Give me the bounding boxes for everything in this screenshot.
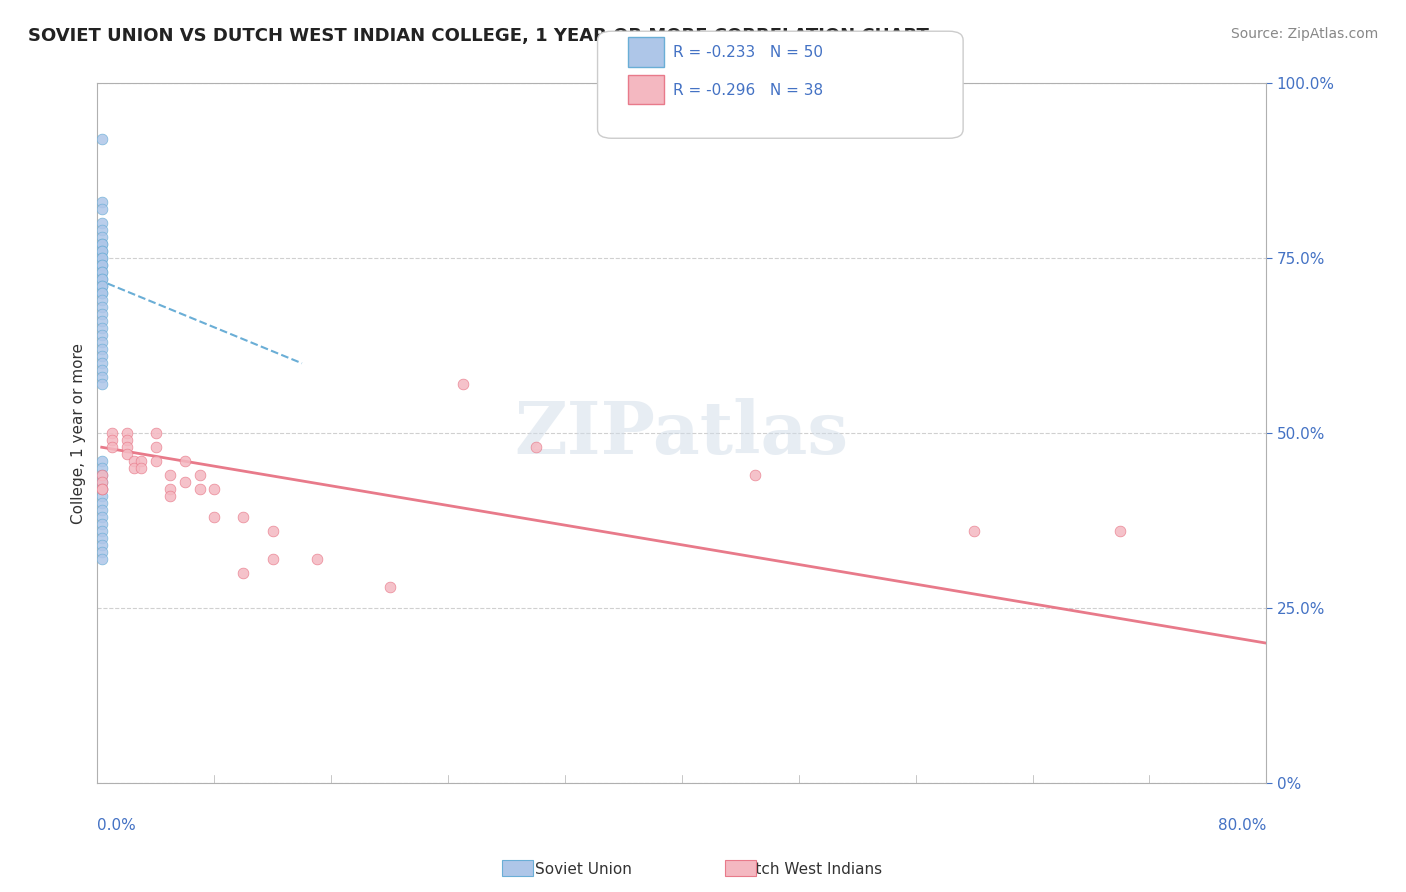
Point: [90, 482, 112, 496]
Point: [145, 440, 167, 454]
Point: [1109, 524, 1132, 539]
Point: [90, 524, 112, 539]
Point: [188, 468, 211, 483]
Text: Soviet Union: Soviet Union: [536, 863, 631, 877]
Point: [90, 230, 112, 244]
Point: [90, 321, 112, 335]
Point: [90, 496, 112, 510]
Point: [90, 328, 112, 343]
Point: [90, 237, 112, 252]
Point: [90, 272, 112, 286]
Point: [90, 552, 112, 566]
Point: [524, 440, 547, 454]
Point: [101, 426, 124, 441]
Point: [90, 265, 112, 279]
Point: [262, 524, 284, 539]
Point: [90, 343, 112, 357]
Point: [262, 552, 284, 566]
Point: [159, 489, 181, 503]
Point: [90, 475, 112, 490]
Point: [115, 426, 138, 441]
Point: [90, 301, 112, 315]
Point: [744, 468, 766, 483]
Point: [101, 440, 124, 454]
Point: [90, 244, 112, 259]
Point: [90, 468, 112, 483]
Text: ZIPatlas: ZIPatlas: [515, 398, 849, 469]
Text: R = -0.233   N = 50: R = -0.233 N = 50: [673, 45, 824, 60]
Point: [90, 482, 112, 496]
Point: [90, 279, 112, 293]
Point: [90, 370, 112, 384]
Point: [145, 426, 167, 441]
Point: [202, 510, 225, 524]
Point: [90, 335, 112, 350]
Point: [451, 377, 474, 392]
Point: [90, 244, 112, 259]
Point: [129, 461, 152, 475]
Point: [90, 265, 112, 279]
Point: [232, 510, 254, 524]
Point: [90, 307, 112, 321]
Text: 80.0%: 80.0%: [1218, 818, 1267, 833]
Point: [90, 286, 112, 301]
Point: [90, 517, 112, 532]
Point: [378, 580, 401, 594]
Text: SOVIET UNION VS DUTCH WEST INDIAN COLLEGE, 1 YEAR OR MORE CORRELATION CHART: SOVIET UNION VS DUTCH WEST INDIAN COLLEG…: [28, 27, 929, 45]
Point: [305, 552, 328, 566]
Text: Dutch West Indians: Dutch West Indians: [734, 863, 883, 877]
Point: [90, 252, 112, 266]
Point: [145, 454, 167, 468]
Point: [122, 454, 145, 468]
Point: [90, 503, 112, 517]
Point: [90, 223, 112, 237]
Point: [115, 434, 138, 448]
Point: [90, 461, 112, 475]
Point: [90, 237, 112, 252]
Point: [129, 454, 152, 468]
Point: [90, 314, 112, 328]
Point: [232, 566, 254, 581]
Point: [90, 468, 112, 483]
Point: [90, 356, 112, 370]
Point: [115, 447, 138, 461]
Text: R = -0.296   N = 38: R = -0.296 N = 38: [673, 83, 824, 97]
Point: [90, 377, 112, 392]
Point: [188, 482, 211, 496]
Point: [90, 132, 112, 146]
Point: [90, 349, 112, 363]
Point: [90, 363, 112, 377]
Point: [90, 286, 112, 301]
Point: [90, 258, 112, 272]
Point: [90, 216, 112, 230]
Point: [90, 202, 112, 217]
Point: [90, 510, 112, 524]
Y-axis label: College, 1 year or more: College, 1 year or more: [72, 343, 86, 524]
Point: [90, 293, 112, 308]
Point: [90, 279, 112, 293]
Point: [174, 454, 197, 468]
Point: [159, 482, 181, 496]
Point: [101, 434, 124, 448]
Point: [90, 454, 112, 468]
Point: [90, 538, 112, 552]
Point: [174, 475, 197, 490]
Point: [90, 252, 112, 266]
Point: [122, 461, 145, 475]
Point: [90, 195, 112, 210]
Point: [963, 524, 986, 539]
Point: [90, 475, 112, 490]
Point: [90, 531, 112, 545]
Text: 0.0%: 0.0%: [97, 818, 136, 833]
Point: [115, 440, 138, 454]
Text: Source: ZipAtlas.com: Source: ZipAtlas.com: [1230, 27, 1378, 41]
Point: [90, 545, 112, 559]
Point: [90, 258, 112, 272]
Point: [202, 482, 225, 496]
Point: [90, 272, 112, 286]
Point: [159, 468, 181, 483]
Point: [90, 489, 112, 503]
Point: [90, 482, 112, 496]
